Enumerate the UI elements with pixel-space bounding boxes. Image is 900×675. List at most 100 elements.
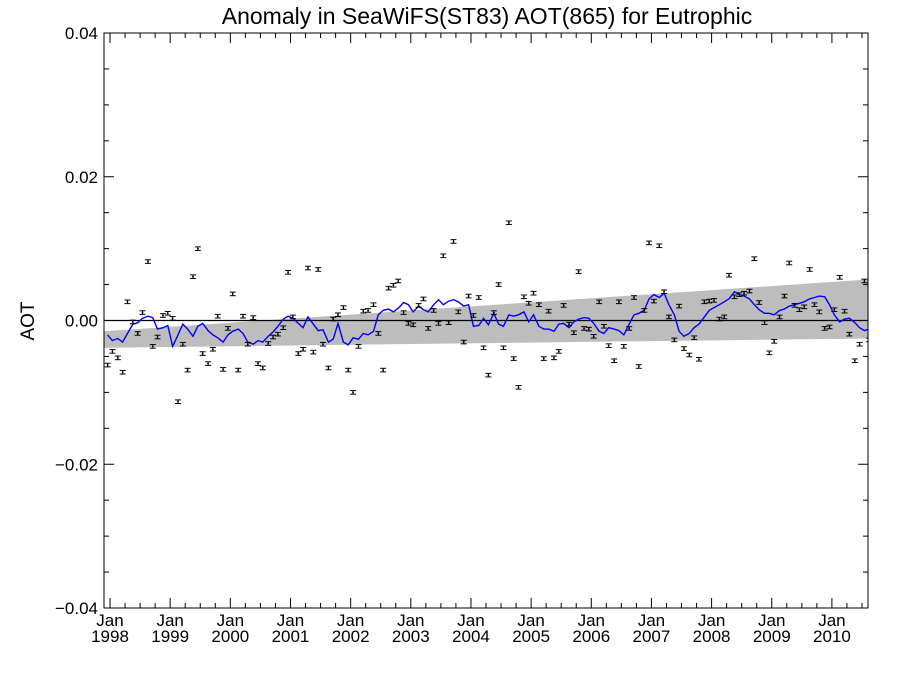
x-tick-label-month: Jan <box>337 611 364 630</box>
data-point <box>345 367 352 373</box>
data-point <box>460 339 467 345</box>
x-tick-label-month: Jan <box>638 611 665 630</box>
data-point <box>590 334 597 339</box>
y-tick-label: −0.02 <box>55 455 98 474</box>
data-point <box>736 292 743 297</box>
data-point <box>646 240 653 246</box>
data-point <box>205 361 212 366</box>
smoothed-anomaly-line <box>107 290 868 349</box>
y-tick-label: 0.00 <box>65 312 98 331</box>
data-point <box>520 294 527 300</box>
data-point <box>370 302 377 307</box>
anomaly-points <box>104 220 868 405</box>
data-point <box>259 365 266 371</box>
data-point <box>390 282 397 288</box>
data-point <box>214 313 221 319</box>
data-point <box>555 349 562 354</box>
data-point <box>581 326 588 331</box>
data-point <box>585 326 592 332</box>
data-point <box>676 303 683 309</box>
data-point <box>566 321 573 327</box>
data-point <box>119 369 126 375</box>
data-point <box>656 243 663 249</box>
y-tick-label: 0.04 <box>65 24 98 43</box>
data-point <box>570 330 577 336</box>
data-point <box>605 343 612 348</box>
data-point <box>485 372 492 378</box>
data-point <box>560 303 567 308</box>
x-tick-label-month: Jan <box>156 611 183 630</box>
data-point <box>866 337 868 343</box>
data-point <box>134 331 141 336</box>
data-point <box>365 308 372 313</box>
data-point <box>691 335 698 341</box>
data-point <box>425 326 432 331</box>
data-point <box>781 293 788 299</box>
data-point <box>575 269 582 274</box>
x-axis-ticks: Jan1998Jan1999Jan2000Jan2001Jan2002Jan20… <box>91 33 863 646</box>
x-tick-label-year: 2005 <box>512 627 550 646</box>
data-point <box>620 344 627 349</box>
data-point <box>154 334 161 340</box>
data-point <box>766 350 773 356</box>
data-point <box>184 367 191 373</box>
data-point <box>455 309 462 315</box>
data-point <box>836 275 843 280</box>
data-point <box>149 344 156 349</box>
data-point <box>756 300 763 305</box>
data-point <box>786 260 793 266</box>
data-point <box>665 314 672 320</box>
data-point <box>796 307 803 313</box>
data-point <box>480 345 487 351</box>
data-point <box>179 341 186 347</box>
data-point <box>224 326 231 331</box>
data-point <box>340 305 347 310</box>
data-point <box>490 310 497 315</box>
data-point <box>139 310 146 315</box>
data-point <box>806 267 813 272</box>
data-point <box>129 319 136 325</box>
data-point <box>385 285 392 291</box>
chart-title: Anomaly in SeaWiFS(ST83) AOT(865) for Eu… <box>222 3 752 29</box>
data-point <box>846 331 853 337</box>
data-point <box>274 331 281 337</box>
data-point <box>661 289 668 295</box>
data-point <box>410 322 417 328</box>
data-point <box>500 345 507 351</box>
y-tick-label: −0.04 <box>55 599 98 618</box>
data-point <box>350 390 357 395</box>
x-tick-label-month: Jan <box>578 611 605 630</box>
data-point <box>505 220 512 226</box>
data-point <box>220 367 227 372</box>
data-point <box>751 256 758 261</box>
data-point <box>285 270 292 275</box>
x-tick-label-month: Jan <box>818 611 845 630</box>
data-point <box>255 361 262 366</box>
x-tick-label-month: Jan <box>96 611 123 630</box>
data-point <box>741 290 748 296</box>
data-point <box>706 298 713 304</box>
x-tick-label-year: 2008 <box>693 627 731 646</box>
data-point <box>841 308 848 314</box>
data-point <box>229 291 236 297</box>
data-point <box>209 346 216 352</box>
data-point <box>801 304 808 310</box>
data-point <box>280 325 287 330</box>
y-tick-label: 0.02 <box>65 168 98 187</box>
x-tick-label-year: 1999 <box>151 627 189 646</box>
data-point <box>235 367 242 373</box>
x-tick-label-month: Jan <box>758 611 785 630</box>
data-point <box>194 246 201 251</box>
data-point <box>596 299 603 305</box>
data-point <box>695 357 702 362</box>
y-axis-label: AOT <box>18 301 39 340</box>
data-point <box>300 346 307 352</box>
data-point <box>731 294 738 300</box>
data-point <box>525 300 532 306</box>
x-tick-label-month: Jan <box>217 611 244 630</box>
x-tick-label-year: 1998 <box>91 627 129 646</box>
data-point <box>726 272 733 278</box>
data-point <box>771 339 778 344</box>
trend-confidence-band <box>104 279 868 348</box>
data-point <box>295 351 302 356</box>
